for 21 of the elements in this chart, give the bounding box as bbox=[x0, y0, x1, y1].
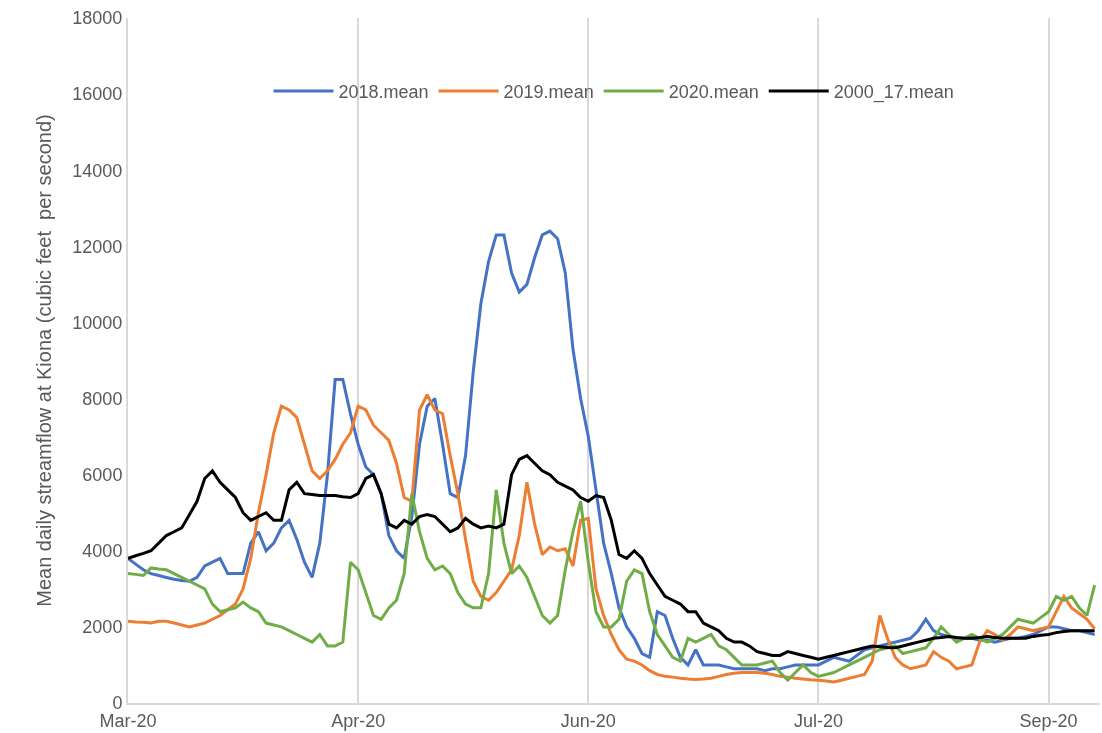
y-axis-title: Mean daily streamflow at Kiona (cubic feet per second) bbox=[33, 114, 56, 607]
y-tick-label: 14000 bbox=[72, 160, 123, 181]
y-tick-label: 16000 bbox=[72, 84, 123, 105]
y-tick-label: 18000 bbox=[72, 8, 123, 29]
legend-label: 2000_17.mean bbox=[833, 82, 954, 104]
y-tick-label: 8000 bbox=[82, 388, 123, 409]
line-series bbox=[128, 393, 1097, 684]
x-tick-label: Sep-20 bbox=[1019, 710, 1078, 731]
x-tick-label: Apr-20 bbox=[331, 710, 386, 731]
legend-label: 2018.mean bbox=[338, 82, 429, 103]
y-tick-label: 2000 bbox=[82, 617, 123, 638]
legend-label: 2020.mean bbox=[668, 82, 759, 103]
line-series bbox=[128, 454, 1097, 661]
y-tick-label: 10000 bbox=[72, 312, 123, 333]
x-tick-label: Jul-20 bbox=[793, 710, 843, 731]
line-series bbox=[128, 488, 1097, 682]
legend-label: 2019.mean bbox=[503, 82, 594, 103]
x-tick-label: Jun-20 bbox=[560, 710, 616, 731]
y-tick-label: 4000 bbox=[82, 541, 123, 562]
y-tick-label: 12000 bbox=[72, 236, 123, 257]
y-tick-label: 6000 bbox=[82, 464, 123, 485]
